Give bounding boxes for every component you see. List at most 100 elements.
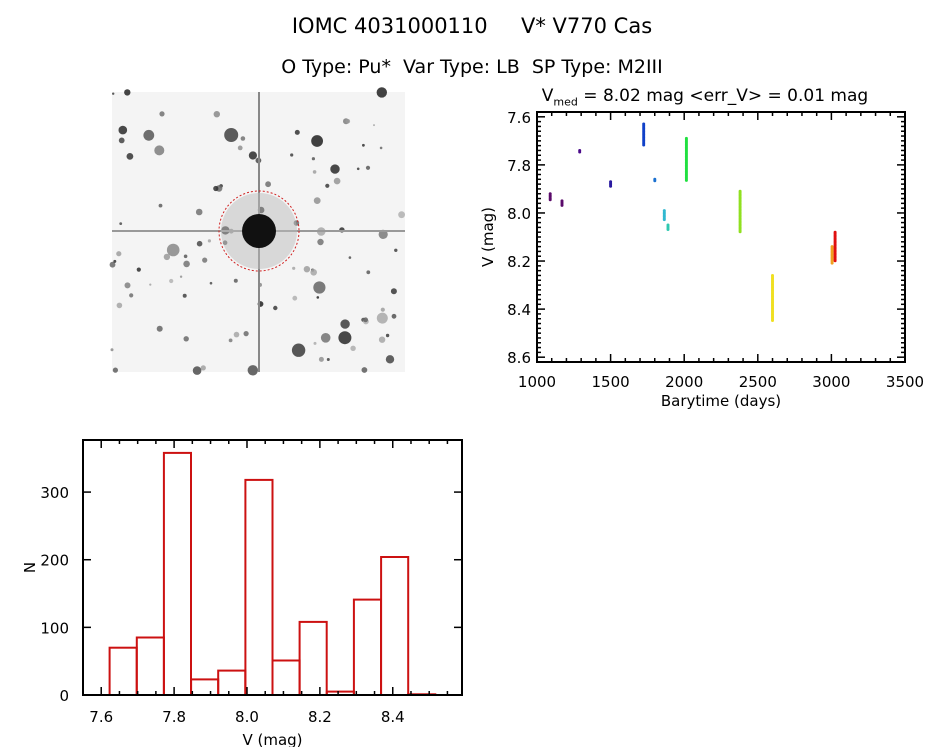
star-title: IOMC 4031000110 V* V770 Cas bbox=[291, 14, 653, 38]
histogram-bar bbox=[190, 678, 220, 697]
star bbox=[378, 336, 386, 343]
star bbox=[398, 211, 405, 219]
y-tick-label: 8.4 bbox=[507, 301, 531, 319]
x-tick-label: 2000 bbox=[665, 373, 703, 391]
data-point bbox=[548, 198, 552, 202]
histogram-bar bbox=[217, 669, 247, 696]
stats-rest: = 8.02 mag <err_V> = 0.01 mag bbox=[577, 86, 869, 106]
stats-sub: med bbox=[553, 95, 578, 109]
star bbox=[240, 136, 246, 141]
y-axis-label: V (mag) bbox=[479, 207, 497, 267]
histogram-bar bbox=[298, 620, 328, 697]
star bbox=[158, 203, 163, 208]
data-point bbox=[830, 261, 834, 265]
histogram-bar bbox=[271, 659, 301, 696]
star bbox=[365, 165, 371, 170]
x-tick-label: 3500 bbox=[886, 373, 924, 391]
star bbox=[118, 137, 125, 144]
star bbox=[317, 238, 324, 246]
x-tick-label: 8.0 bbox=[235, 708, 259, 726]
star bbox=[156, 325, 163, 332]
star bbox=[129, 293, 134, 298]
x-axis-label: V (mag) bbox=[242, 731, 302, 747]
star bbox=[136, 267, 141, 272]
star bbox=[169, 278, 174, 284]
star bbox=[126, 153, 134, 160]
y-tick-label: 0 bbox=[59, 687, 69, 705]
y-tick-label: 100 bbox=[40, 619, 69, 637]
star bbox=[200, 365, 206, 371]
data-point bbox=[642, 143, 646, 147]
star bbox=[110, 348, 114, 352]
histogram-bar bbox=[352, 598, 382, 696]
star bbox=[112, 367, 118, 373]
star bbox=[313, 197, 321, 205]
star bbox=[213, 111, 220, 118]
star bbox=[333, 177, 341, 185]
star bbox=[340, 319, 350, 329]
star bbox=[379, 146, 383, 150]
star bbox=[303, 266, 311, 273]
y-axis-label: N bbox=[21, 562, 39, 573]
star bbox=[390, 288, 397, 295]
star bbox=[313, 341, 317, 345]
star bbox=[291, 343, 306, 357]
star bbox=[361, 367, 368, 373]
star bbox=[233, 278, 238, 283]
star bbox=[237, 145, 243, 151]
star bbox=[345, 119, 351, 124]
star bbox=[373, 124, 375, 127]
star bbox=[366, 270, 371, 275]
histogram-bar bbox=[244, 478, 274, 696]
x-tick-label: 7.8 bbox=[162, 708, 186, 726]
star bbox=[326, 358, 330, 361]
star bbox=[113, 259, 117, 263]
histogram-bar bbox=[162, 451, 192, 696]
star bbox=[310, 269, 318, 276]
star bbox=[313, 281, 326, 294]
star bbox=[224, 128, 239, 142]
target-circle bbox=[218, 190, 300, 272]
y-tick-label: 8.0 bbox=[507, 205, 531, 223]
star bbox=[338, 331, 352, 345]
star bbox=[391, 313, 397, 319]
star bbox=[292, 266, 296, 270]
x-axis-label: Barytime (days) bbox=[661, 392, 781, 410]
star bbox=[292, 295, 298, 301]
star bbox=[243, 331, 249, 337]
star bbox=[316, 296, 320, 299]
x-tick-label: 8.4 bbox=[381, 708, 405, 726]
star bbox=[294, 129, 300, 135]
data-point bbox=[738, 230, 742, 234]
target-star bbox=[242, 214, 276, 248]
data-point bbox=[662, 218, 666, 222]
data-point bbox=[653, 179, 657, 183]
star bbox=[356, 167, 360, 171]
data-point bbox=[833, 259, 837, 263]
star bbox=[118, 125, 128, 135]
x-tick-label: 7.6 bbox=[89, 708, 113, 726]
star bbox=[394, 248, 398, 252]
star bbox=[320, 333, 331, 343]
star bbox=[290, 153, 294, 157]
star bbox=[350, 345, 356, 351]
star bbox=[183, 260, 190, 268]
x-tick-label: 2500 bbox=[739, 373, 777, 391]
star bbox=[207, 239, 211, 243]
star bbox=[330, 164, 340, 174]
star bbox=[109, 261, 116, 268]
histogram-bar bbox=[108, 646, 138, 697]
hist-axes-box bbox=[82, 439, 463, 696]
star bbox=[124, 89, 131, 96]
star bbox=[380, 307, 385, 312]
star bbox=[166, 243, 180, 257]
star bbox=[311, 157, 315, 161]
data-point bbox=[684, 178, 688, 182]
star bbox=[196, 240, 203, 247]
star bbox=[248, 151, 257, 160]
star bbox=[265, 181, 271, 188]
star bbox=[325, 183, 330, 188]
